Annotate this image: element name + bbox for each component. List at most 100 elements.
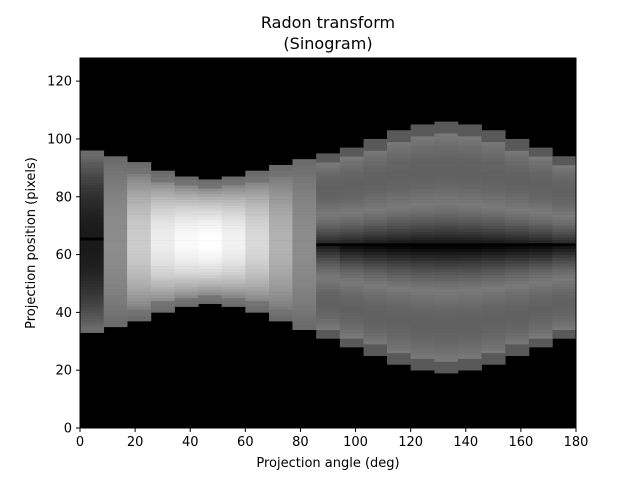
heatmap-cell [481, 277, 506, 281]
heatmap-cell [386, 306, 412, 310]
heatmap-cell [339, 231, 364, 235]
heatmap-cell [127, 225, 152, 229]
heatmap-cell [505, 280, 530, 284]
heatmap-cell [434, 176, 459, 180]
heatmap-cell [457, 347, 482, 351]
heatmap-cell [127, 283, 152, 287]
heatmap-cell [457, 352, 482, 357]
heatmap-cell [150, 257, 175, 261]
heatmap-cell [174, 216, 199, 221]
heatmap-cell [221, 219, 246, 224]
heatmap-cell [410, 159, 435, 163]
heatmap-cell [198, 216, 223, 221]
heatmap-cell [386, 214, 412, 218]
heatmap-cell [269, 193, 293, 198]
heatmap-cell [386, 162, 412, 166]
heatmap-cell [103, 306, 128, 310]
heatmap-cell [552, 208, 577, 212]
heatmap-cell [505, 190, 530, 195]
heatmap-cell [269, 188, 293, 192]
heatmap-cell [552, 234, 577, 238]
heatmap-cell [457, 309, 482, 313]
heatmap-cell [198, 295, 223, 299]
heatmap-cell [103, 251, 128, 255]
heatmap-cell [103, 277, 128, 281]
heatmap-cell [481, 318, 506, 322]
heatmap-cell [386, 190, 412, 195]
heatmap-cell [457, 147, 482, 151]
heatmap-cell [269, 216, 293, 221]
heatmap-cell [505, 144, 530, 148]
heatmap-cell [150, 289, 175, 293]
heatmap-cell [410, 297, 435, 302]
heatmap-cell [80, 271, 105, 276]
heatmap-cell [457, 297, 482, 302]
heatmap-cell [552, 274, 577, 278]
heatmap-cell [386, 323, 412, 328]
heatmap-cell [363, 280, 388, 284]
heatmap-cell [386, 228, 412, 232]
heatmap-cell [80, 222, 105, 226]
heatmap-cell [292, 283, 317, 287]
heatmap-cell [269, 208, 293, 212]
y-tick-label: 0 [64, 422, 72, 437]
heatmap-cell [245, 240, 270, 244]
heatmap-cell [481, 266, 506, 270]
heatmap-cell [386, 222, 412, 226]
heatmap-cell [221, 271, 246, 276]
heatmap-cell [103, 271, 128, 276]
heatmap-cell [457, 251, 482, 255]
heatmap-cell [103, 179, 128, 183]
heatmap-cell [127, 214, 152, 218]
heatmap-cell [552, 219, 577, 224]
heatmap-cell [339, 234, 364, 238]
heatmap-cell [221, 243, 246, 247]
heatmap-cell [552, 309, 577, 313]
heatmap-cell [505, 234, 530, 238]
heatmap-cell [386, 196, 412, 200]
heatmap-cell [528, 280, 553, 284]
heatmap-cell [528, 326, 553, 331]
heatmap-cell [457, 211, 482, 215]
heatmap-cell [434, 263, 459, 267]
heatmap-cell [221, 269, 246, 273]
heatmap-cell [269, 295, 293, 299]
heatmap-cell [410, 190, 435, 195]
heatmap-cell [339, 222, 364, 226]
heatmap-cell [339, 297, 364, 302]
heatmap-cell [269, 283, 293, 287]
heatmap-cell [528, 321, 553, 325]
heatmap-cell [552, 173, 577, 177]
heatmap-cell [434, 130, 459, 134]
heatmap-cell [245, 283, 270, 287]
heatmap-cell [103, 321, 128, 325]
heatmap-cell [386, 269, 412, 273]
heatmap-cell [410, 347, 435, 351]
heatmap-cell [292, 225, 317, 229]
heatmap-cell [386, 156, 412, 160]
heatmap-cell [528, 318, 553, 322]
heatmap-cell [505, 138, 530, 143]
heatmap-cell [292, 248, 317, 252]
heatmap-cell [127, 211, 152, 215]
heatmap-cell [221, 216, 246, 221]
heatmap-cell [127, 162, 152, 166]
y-tick-label: 100 [47, 132, 72, 147]
heatmap-cell [363, 208, 388, 212]
heatmap-cell [316, 237, 341, 241]
heatmap-cell [457, 367, 482, 371]
heatmap-cell [434, 167, 459, 172]
heatmap-cell [150, 306, 175, 310]
heatmap-cell [269, 271, 293, 276]
heatmap-cell [410, 245, 435, 250]
heatmap-cell [150, 295, 175, 299]
heatmap-cell [127, 312, 152, 316]
heatmap-cell [339, 164, 364, 169]
heatmap-cell [127, 306, 152, 310]
heatmap-cell [127, 182, 152, 186]
heatmap-cell [174, 266, 199, 270]
heatmap-cell [481, 332, 506, 336]
heatmap-cell [245, 234, 270, 238]
heatmap-cell [103, 303, 128, 307]
heatmap-cell [528, 173, 553, 177]
